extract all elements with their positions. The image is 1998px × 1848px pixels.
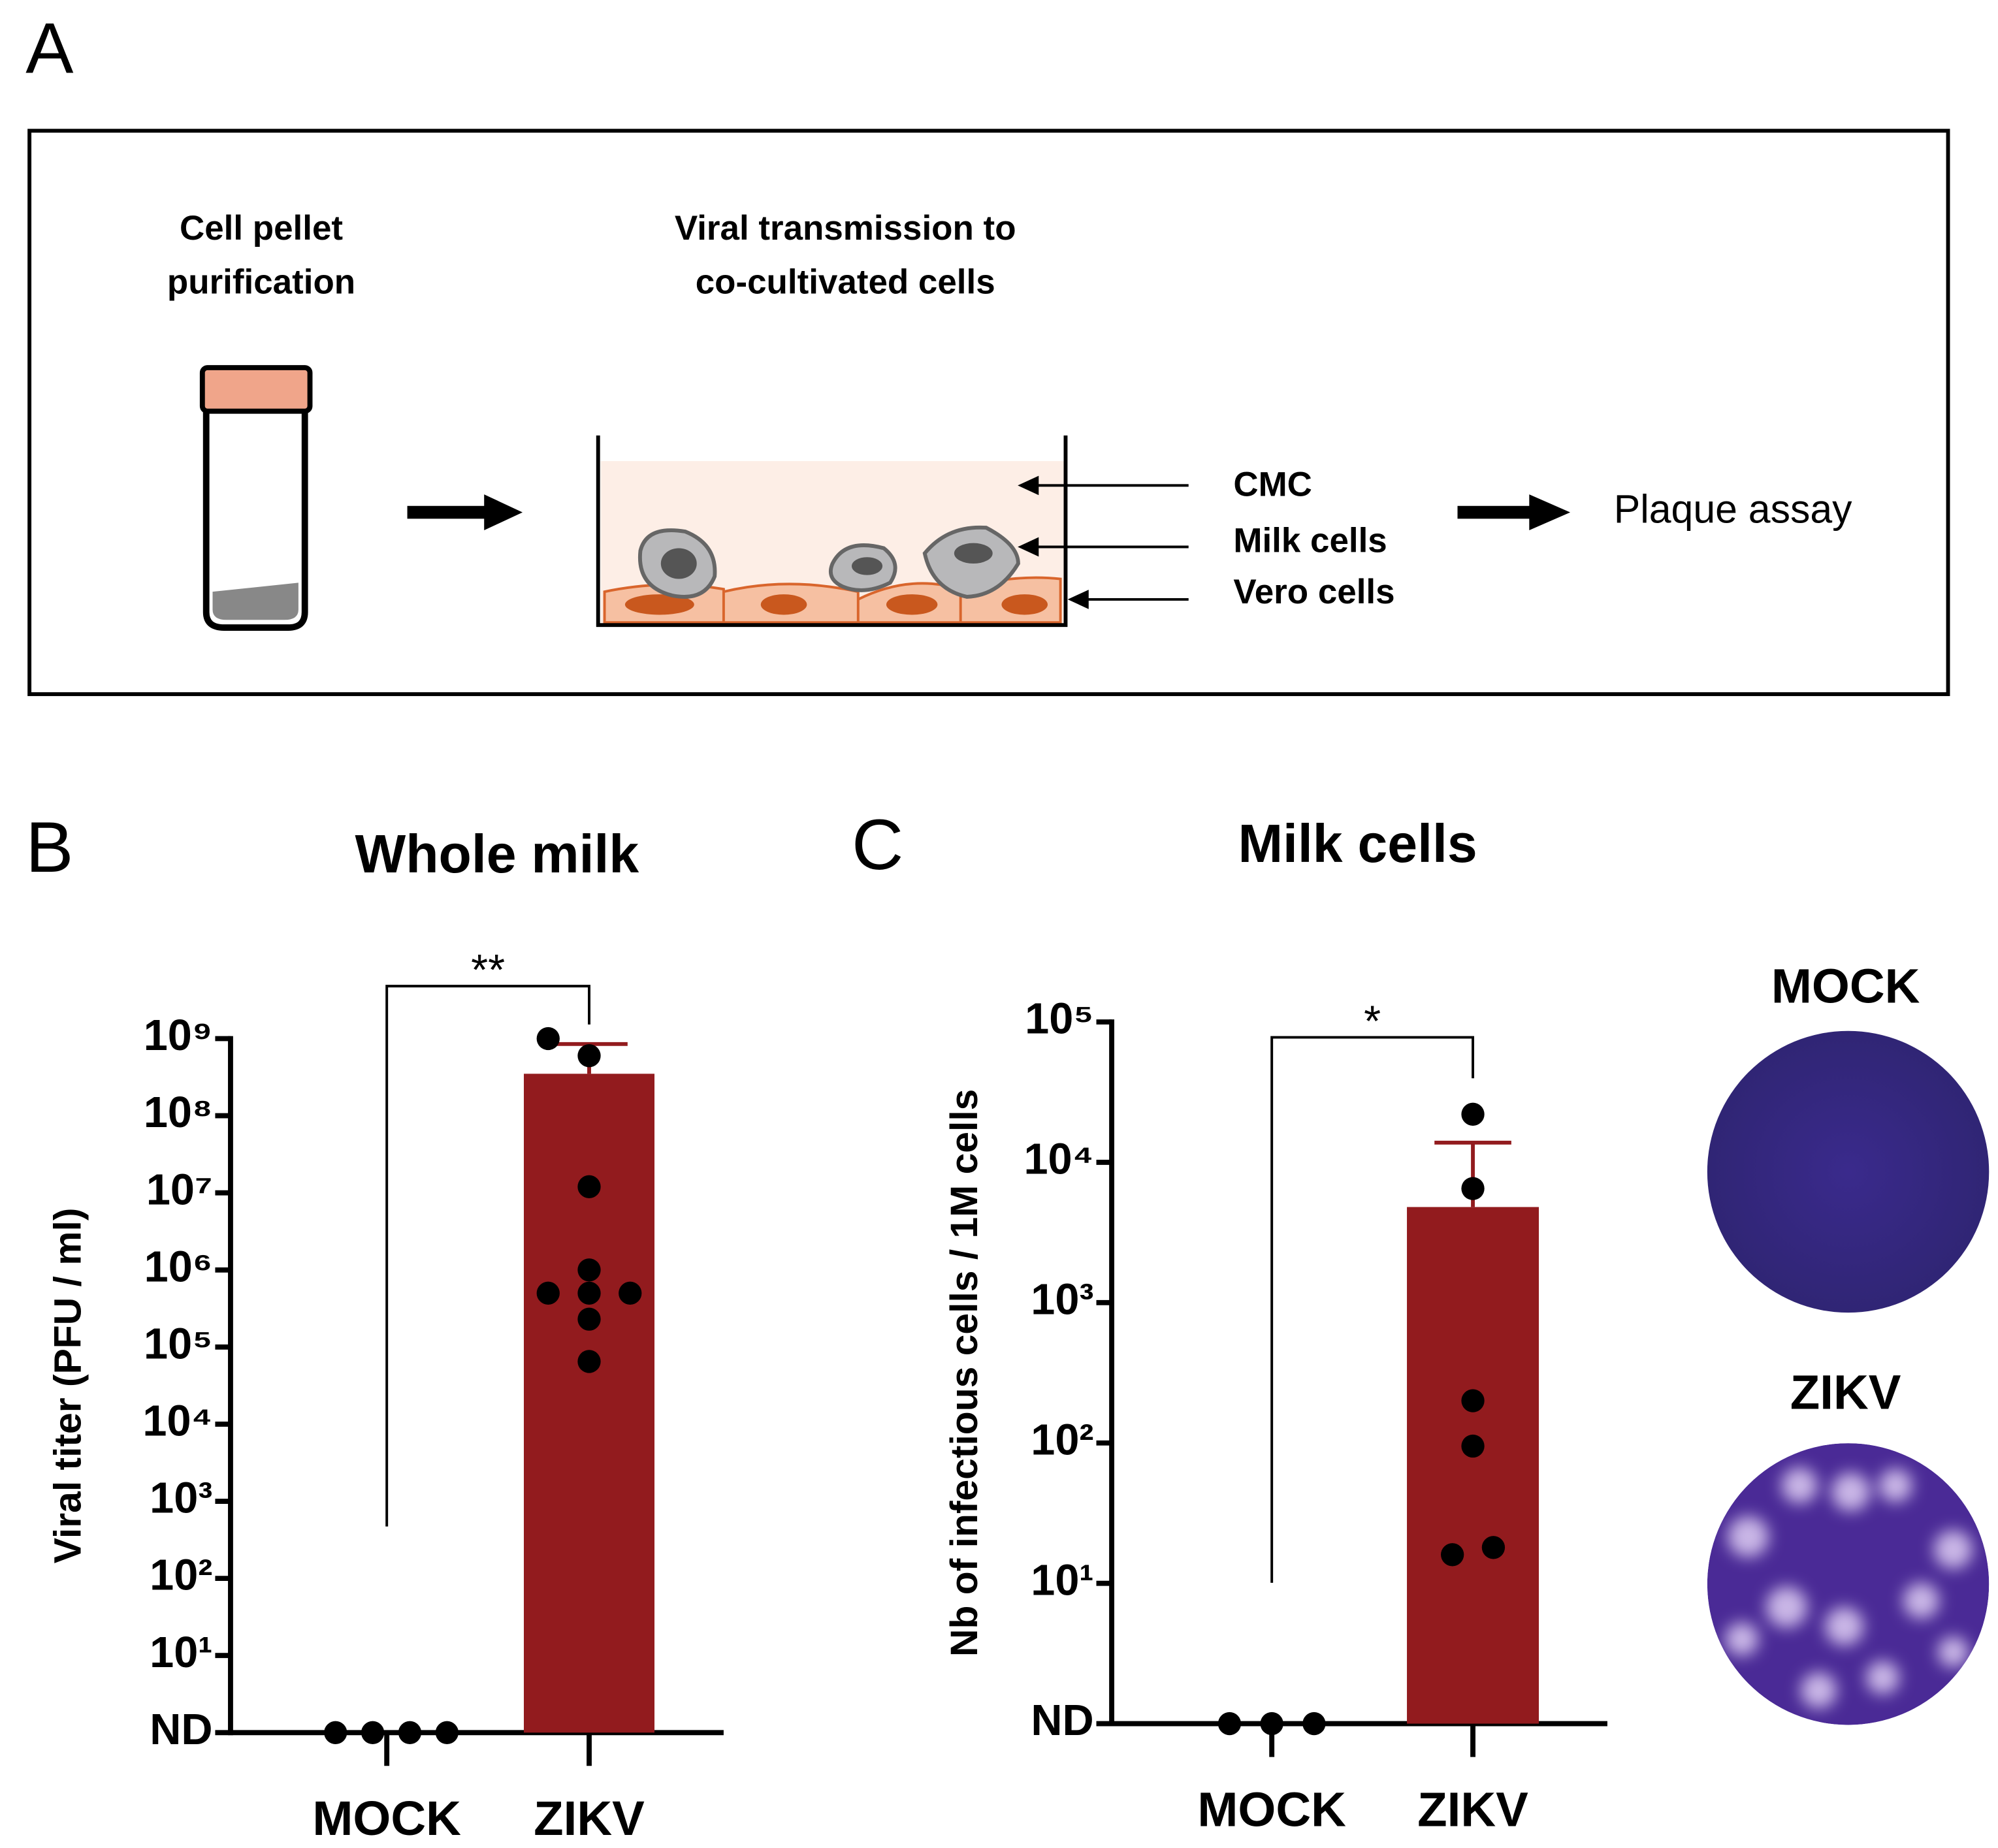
panel-label: B [25,808,73,887]
y-tick-label: 10⁵ [1025,995,1093,1043]
arrow [1529,494,1571,531]
bar [524,1074,655,1733]
plaque-well [1707,1443,1990,1725]
data-point [577,1258,601,1282]
y-tick-label: 10¹ [150,1629,212,1677]
data-point [619,1281,642,1305]
data-point [1217,1712,1242,1736]
pointer [1018,475,1189,609]
y-tick-label: 10⁵ [144,1320,212,1368]
data-point [1461,1389,1485,1412]
plaque-well [1707,1030,1990,1313]
data-point [1302,1712,1326,1736]
data-point [577,1281,601,1305]
bar [1407,1207,1539,1724]
image-label: MOCK [1771,959,1920,1013]
chart-title: Milk cells [1238,814,1477,874]
y-tick-label: 10² [150,1552,212,1600]
y-tick-label: 10⁹ [144,1012,213,1060]
y-tick-label: ND [150,1706,212,1754]
step-label: purification [167,263,355,302]
data-point [324,1721,347,1744]
y-tick-label: 10¹ [1031,1556,1093,1604]
significance: ** [471,946,505,995]
data-point [1260,1712,1283,1736]
y-tick-label: 10⁶ [144,1243,213,1291]
layer-label: CMC [1233,465,1312,503]
x-tick-label: MOCK [1197,1783,1346,1837]
dish [596,435,1068,628]
y-tick-label: 10² [1031,1416,1093,1464]
y-tick-label: 10³ [150,1474,212,1523]
data-point [577,1175,601,1198]
chart-title: Whole milk [355,824,639,884]
data-point [577,1350,601,1373]
diagram-frame [27,129,1950,696]
y-axis-label: Nb of infectious cells / 1M cells [943,1089,986,1657]
panel-label: A [25,9,74,89]
data-point [1461,1434,1485,1458]
y-axis-label: Viral titer (PFU / ml) [46,1208,89,1564]
step-label: Viral transmission to [675,209,1016,247]
data-point [577,1307,601,1331]
y-tick-label: ND [1031,1697,1093,1745]
arrow [484,494,523,531]
y-tick-label: 10⁷ [146,1166,213,1214]
y-tick-label: 10⁴ [1023,1136,1093,1184]
x-tick-label: MOCK [312,1791,461,1845]
layer-label: Vero cells [1233,573,1394,611]
significance: * [1364,998,1381,1046]
layer-label: Milk cells [1233,522,1387,560]
tube [199,365,313,631]
data-point [536,1027,560,1051]
data-point [361,1721,385,1744]
data-point [1441,1543,1464,1567]
data-point [1461,1102,1485,1126]
y-tick-label: 10⁸ [144,1089,213,1137]
step-label: co-cultivated cells [696,263,995,302]
step-label: Cell pellet [180,209,343,247]
result-label: Plaque assay [1614,487,1852,532]
y-tick-label: 10⁴ [142,1397,212,1446]
image-label: ZIKV [1790,1365,1901,1419]
data-point [1461,1177,1485,1200]
data-point [536,1281,560,1305]
x-tick-label: ZIKV [1417,1783,1528,1837]
data-point [577,1044,601,1068]
significance-bracket [385,985,590,1527]
data-point [435,1721,459,1744]
data-point [398,1721,422,1744]
significance-bracket [1270,1036,1474,1583]
data-point [1481,1536,1506,1559]
x-tick-label: ZIKV [534,1791,645,1845]
y-tick-label: 10³ [1031,1275,1093,1324]
panel-label: C [852,805,903,885]
